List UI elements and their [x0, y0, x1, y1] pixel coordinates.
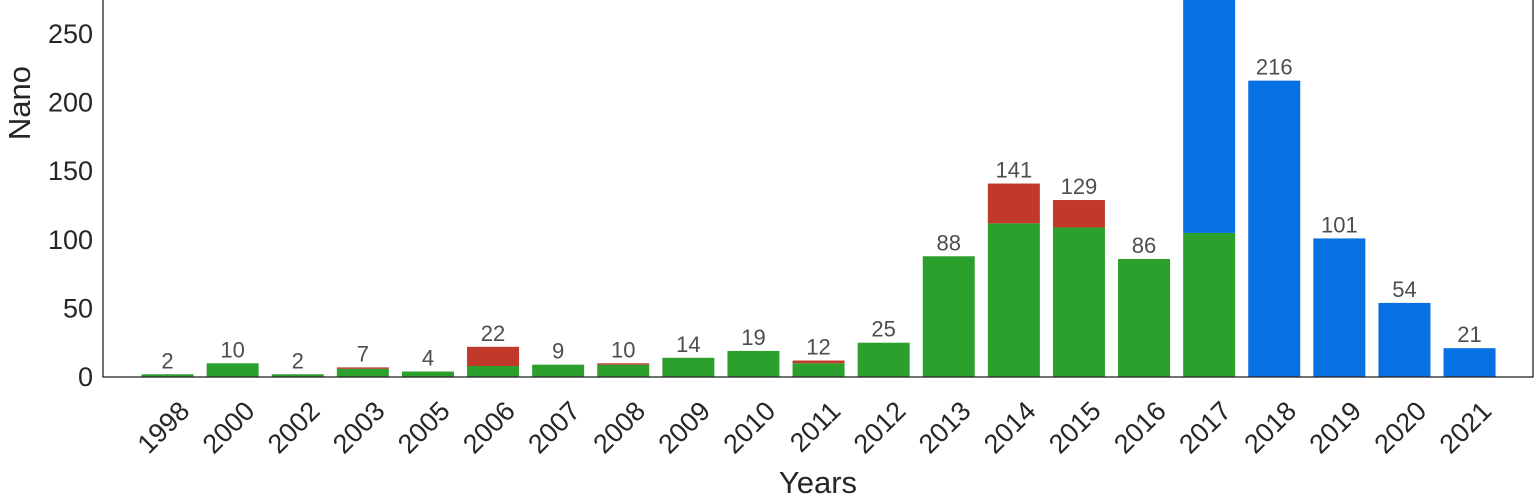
- data-label-1998: 2: [161, 348, 173, 373]
- bar-2006-series-1: [467, 366, 520, 377]
- x-tick-labels: 1998 2000 2002 2003 2005 2006 2007 2008 2009 2010…: [132, 396, 1498, 460]
- x-axis-title: Years: [779, 465, 857, 499]
- y-tick-labels: 0 50 100 150 200 250: [48, 19, 93, 392]
- bar-2017-series-1: [1183, 232, 1236, 377]
- bar-2018-series-3: [1248, 80, 1301, 377]
- data-label-2020: 54: [1392, 277, 1416, 302]
- y-tick-0: 0: [78, 362, 93, 392]
- bar-2008-series-2: [597, 363, 650, 365]
- x-tick-2012: 2012: [848, 396, 912, 460]
- bar-1998-series-1: [141, 374, 194, 377]
- data-label-2002: 2: [292, 348, 304, 373]
- bars-group: [141, 0, 1496, 377]
- bar-2014-series-2: [987, 183, 1040, 224]
- x-tick-2007: 2007: [522, 396, 586, 460]
- x-tick-2021: 2021: [1434, 396, 1498, 460]
- data-label-2005: 4: [422, 346, 434, 371]
- data-label-2018: 216: [1256, 55, 1293, 80]
- x-tick-2014: 2014: [978, 396, 1042, 460]
- data-label-2015: 129: [1061, 174, 1098, 199]
- x-tick-2005: 2005: [392, 396, 456, 460]
- bar-2010-series-1: [727, 350, 780, 377]
- bar-2006-series-2: [467, 346, 520, 367]
- x-tick-2006: 2006: [457, 396, 521, 460]
- bar-2011-series-1: [792, 363, 845, 377]
- x-tick-2000: 2000: [197, 396, 261, 460]
- bar-2012-series-1: [857, 342, 910, 377]
- x-tick-2011: 2011: [784, 396, 846, 458]
- bar-2017-series-3: [1183, 0, 1236, 233]
- data-label-2007: 9: [552, 339, 564, 364]
- x-tick-2010: 2010: [718, 396, 782, 460]
- data-label-2006: 22: [481, 321, 505, 346]
- bar-2003-series-1: [336, 368, 389, 377]
- bar-2019-series-3: [1313, 238, 1366, 377]
- x-tick-2003: 2003: [327, 396, 391, 460]
- y-tick-200: 200: [48, 88, 93, 118]
- bar-2003-series-2: [336, 367, 389, 369]
- x-tick-2018: 2018: [1238, 396, 1302, 460]
- data-label-2012: 25: [871, 317, 895, 342]
- y-tick-100: 100: [48, 225, 93, 255]
- bar-2020-series-3: [1378, 302, 1431, 377]
- data-label-2019: 101: [1321, 212, 1358, 237]
- bar-2007-series-1: [532, 364, 585, 377]
- data-label-2011: 12: [806, 335, 830, 360]
- data-label-2016: 86: [1132, 233, 1156, 258]
- bar-2013-series-1: [922, 256, 975, 377]
- bar-2016-series-1: [1118, 259, 1171, 377]
- bar-2000-series-1: [206, 363, 259, 377]
- bar-2011-series-2: [792, 360, 845, 364]
- x-tick-2009: 2009: [652, 396, 716, 460]
- bar-2002-series-1: [271, 374, 324, 377]
- bar-2015-series-2: [1052, 200, 1105, 228]
- y-tick-150: 150: [48, 156, 93, 186]
- y-tick-50: 50: [63, 293, 93, 323]
- x-tick-2015: 2015: [1043, 396, 1107, 460]
- bar-2021-series-3: [1443, 348, 1496, 377]
- x-tick-2013: 2013: [913, 396, 977, 460]
- bar-2008-series-1: [597, 364, 650, 377]
- x-tick-2008: 2008: [587, 396, 651, 460]
- x-tick-2002: 2002: [262, 396, 326, 460]
- x-tick-2020: 2020: [1369, 396, 1433, 460]
- data-label-2014: 141: [995, 158, 1032, 183]
- data-label-2013: 88: [937, 230, 961, 255]
- bar-2014-series-1: [987, 223, 1040, 377]
- data-label-2010: 19: [741, 325, 765, 350]
- bar-2005-series-1: [401, 371, 454, 377]
- data-label-2021: 21: [1457, 322, 1481, 347]
- y-axis-title: Nano: [2, 66, 37, 140]
- y-tick-250: 250: [48, 19, 93, 49]
- data-label-2008: 10: [611, 337, 635, 362]
- data-label-2000: 10: [220, 337, 244, 362]
- data-label-2009: 14: [676, 332, 700, 357]
- x-tick-2016: 2016: [1108, 396, 1172, 460]
- data-labels-group: 2 10 2 7 4 22 9 10 14 19 12 25 88 141 129 86 216 101 54 21: [161, 55, 1481, 374]
- x-tick-2017: 2017: [1173, 396, 1237, 460]
- x-tick-1998: 1998: [132, 396, 196, 460]
- plot-frame: [102, 0, 1534, 378]
- data-label-2003: 7: [357, 341, 369, 366]
- x-tick-2019: 2019: [1303, 396, 1367, 460]
- bar-2009-series-1: [662, 357, 715, 377]
- bar-2015-series-1: [1052, 227, 1105, 377]
